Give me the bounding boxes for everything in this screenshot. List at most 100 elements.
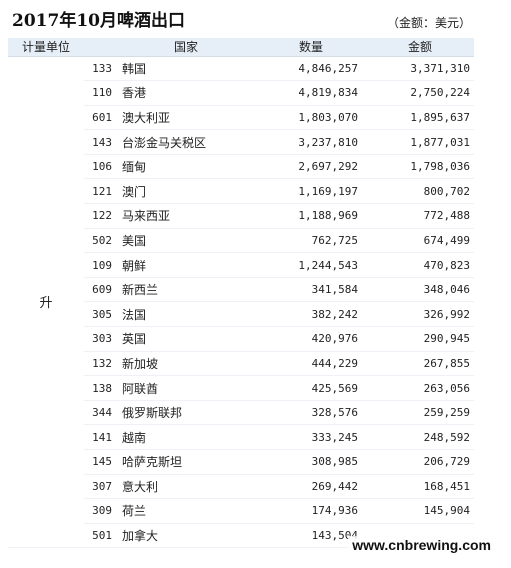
page-title: 2017年10月啤酒出口: [12, 11, 185, 31]
amount-cell: 267,855: [366, 351, 474, 377]
country-cell: 哈萨克斯坦: [116, 449, 256, 475]
quantity-cell: 425,569: [256, 375, 366, 401]
country-cell: 朝鲜: [116, 252, 256, 278]
code-cell: 305: [84, 301, 116, 328]
quantity-cell: 143,504: [256, 523, 366, 549]
country-cell: 法国: [116, 301, 256, 328]
amount-cell: 206,729: [366, 449, 474, 475]
amount-cell: 1,877,031: [366, 129, 474, 155]
quantity-cell: 341,584: [256, 277, 366, 303]
table-row: 106 缅甸 2,697,292 1,798,036: [8, 154, 474, 180]
code-cell: 307: [84, 474, 116, 500]
amount-cell: 348,046: [366, 277, 474, 303]
code-cell: 145: [84, 449, 116, 475]
table-row: 132 新加坡 444,229 267,855: [8, 351, 474, 377]
table-body: 升 133 韩国 4,846,257 3,371,310 110 香港 4,819,834 2,…: [8, 56, 474, 549]
quantity-cell: 269,442: [256, 474, 366, 500]
country-cell: 马来西亚: [116, 203, 256, 229]
header-unit: 计量单位: [8, 38, 84, 57]
quantity-cell: 328,576: [256, 400, 366, 426]
quantity-cell: 2,697,292: [256, 154, 366, 180]
code-cell: 109: [84, 252, 116, 278]
header-quantity: 数量: [256, 38, 366, 57]
code-cell: 121: [84, 178, 116, 205]
title-bar: 2017年10月啤酒出口 （金额：美元）: [0, 0, 511, 36]
header-country: 国家: [116, 38, 256, 57]
table-row: 143 台澎金马关税区 3,237,810 1,877,031: [8, 129, 474, 155]
amount-cell: 326,992: [366, 301, 474, 328]
code-cell: 601: [84, 105, 116, 131]
amount-cell: 1,895,637: [366, 105, 474, 131]
table-row: 122 马来西亚 1,188,969 772,488: [8, 203, 474, 229]
table-row: 609 新西兰 341,584 348,046: [8, 277, 474, 303]
code-cell: 133: [84, 56, 116, 82]
amount-cell: 1,798,036: [366, 154, 474, 180]
table-row: 109 朝鲜 1,244,543 470,823: [8, 252, 474, 278]
table-row: 141 越南 333,245 248,592: [8, 424, 474, 450]
header-amount: 金额: [366, 38, 474, 57]
quantity-cell: 1,803,070: [256, 105, 366, 131]
table-row: 121 澳门 1,169,197 800,702: [8, 178, 474, 205]
quantity-cell: 4,846,257: [256, 56, 366, 82]
code-cell: 143: [84, 129, 116, 155]
code-cell: 106: [84, 154, 116, 180]
country-cell: 加拿大: [116, 523, 256, 549]
country-cell: 意大利: [116, 474, 256, 500]
country-cell: 香港: [116, 80, 256, 106]
country-cell: 荷兰: [116, 498, 256, 524]
country-cell: 美国: [116, 228, 256, 254]
amount-cell: 263,056: [366, 375, 474, 401]
country-cell: 澳大利亚: [116, 105, 256, 131]
unit-cell: 升: [8, 56, 84, 549]
quantity-cell: 333,245: [256, 424, 366, 450]
country-cell: 缅甸: [116, 154, 256, 180]
header-code: [84, 38, 116, 57]
country-cell: 越南: [116, 424, 256, 450]
table-row: 145 哈萨克斯坦 308,985 206,729: [8, 449, 474, 475]
quantity-cell: 1,188,969: [256, 203, 366, 229]
country-cell: 台澎金马关税区: [116, 129, 256, 155]
quantity-cell: 420,976: [256, 326, 366, 352]
country-cell: 新加坡: [116, 351, 256, 377]
quantity-cell: 1,169,197: [256, 178, 366, 205]
code-cell: 122: [84, 203, 116, 229]
code-cell: 132: [84, 351, 116, 377]
country-cell: 韩国: [116, 56, 256, 82]
code-cell: 309: [84, 498, 116, 524]
amount-cell: 674,499: [366, 228, 474, 254]
table-header-row: 计量单位 国家 数量 金额: [8, 38, 474, 57]
currency-note: （金额：美元）: [386, 16, 471, 30]
table-row: 501 加拿大 143,504: [8, 523, 474, 549]
code-cell: 138: [84, 375, 116, 401]
code-cell: 344: [84, 400, 116, 426]
table-row: 138 阿联酋 425,569 263,056: [8, 375, 474, 401]
quantity-cell: 174,936: [256, 498, 366, 524]
table-row: 110 香港 4,819,834 2,750,224: [8, 80, 474, 106]
country-cell: 阿联酋: [116, 375, 256, 401]
quantity-cell: 1,244,543: [256, 252, 366, 278]
table-row: 307 意大利 269,442 168,451: [8, 474, 474, 500]
amount-cell: 168,451: [366, 474, 474, 500]
amount-cell: 259,259: [366, 400, 474, 426]
code-cell: 141: [84, 424, 116, 450]
table-row: 344 俄罗斯联邦 328,576 259,259: [8, 400, 474, 426]
amount-cell: 470,823: [366, 252, 474, 278]
amount-cell: 248,592: [366, 424, 474, 450]
watermark: www.cnbrewing.com: [348, 536, 495, 554]
amount-cell: 145,904: [366, 498, 474, 524]
quantity-cell: 762,725: [256, 228, 366, 254]
country-cell: 俄罗斯联邦: [116, 400, 256, 426]
country-cell: 英国: [116, 326, 256, 352]
code-cell: 303: [84, 326, 116, 352]
table-row: 502 美国 762,725 674,499: [8, 228, 474, 254]
table-row: 303 英国 420,976 290,945: [8, 326, 474, 352]
quantity-cell: 444,229: [256, 351, 366, 377]
country-cell: 新西兰: [116, 277, 256, 303]
quantity-cell: 382,242: [256, 301, 366, 328]
code-cell: 502: [84, 228, 116, 254]
quantity-cell: 3,237,810: [256, 129, 366, 155]
export-table: 计量单位 国家 数量 金额 升 133 韩国 4,846,257 3,371,310 11…: [8, 38, 474, 549]
table-row: 309 荷兰 174,936 145,904: [8, 498, 474, 524]
table-row: 升 133 韩国 4,846,257 3,371,310: [8, 56, 474, 549]
code-cell: 609: [84, 277, 116, 303]
